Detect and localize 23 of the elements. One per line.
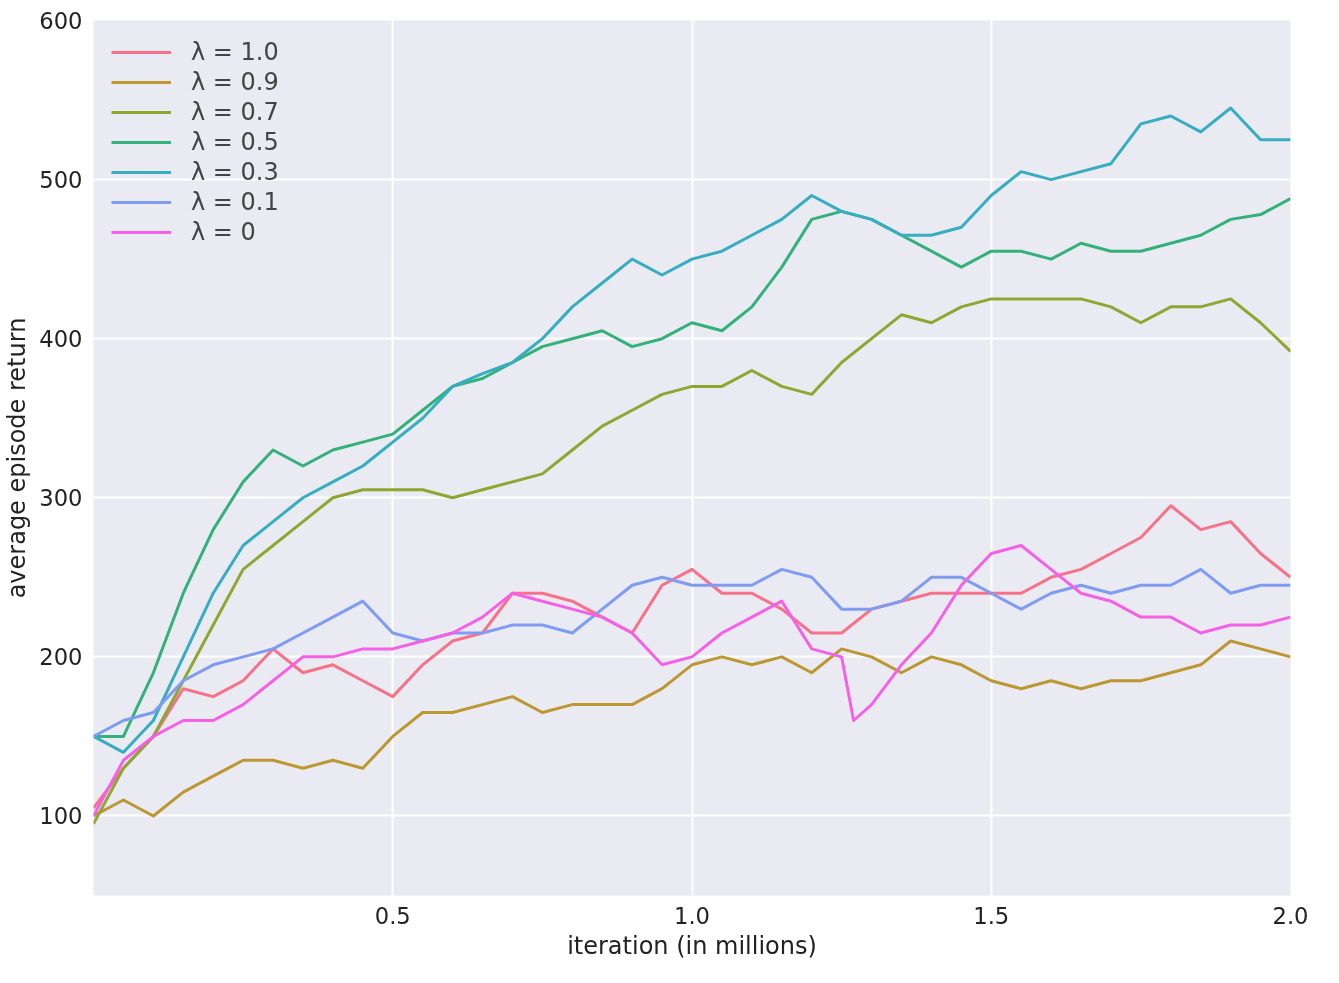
x-tick-label: 1.0	[673, 902, 711, 929]
x-tick-label: 2.0	[1272, 902, 1309, 929]
line-series	[93, 544, 1291, 818]
legend-label: λ = 0	[191, 218, 256, 246]
x-tick-label: 0.5	[374, 902, 411, 929]
y-axis-title: average episode return	[3, 317, 32, 599]
y-tick-label: 400	[39, 326, 83, 353]
line-series	[93, 567, 1291, 738]
x-tick-label: 1.5	[973, 902, 1010, 929]
y-tick-label: 200	[39, 644, 83, 671]
x-axis-title: iteration (in millions)	[567, 931, 817, 960]
legend-label: λ = 0.7	[191, 98, 279, 126]
y-tick-label: 600	[39, 8, 83, 34]
line-series	[93, 297, 1291, 826]
legend-label: λ = 0.3	[191, 158, 279, 186]
y-tick-label: 300	[39, 485, 83, 512]
legend-label: λ = 0.5	[191, 128, 279, 156]
y-tick-label: 100	[39, 803, 83, 830]
legend-label: λ = 0.9	[191, 68, 279, 96]
y-tick-label: 500	[39, 167, 83, 194]
line-series	[93, 639, 1291, 818]
legend-label: λ = 0.1	[191, 188, 279, 216]
legend-label: λ = 1.0	[191, 38, 279, 66]
